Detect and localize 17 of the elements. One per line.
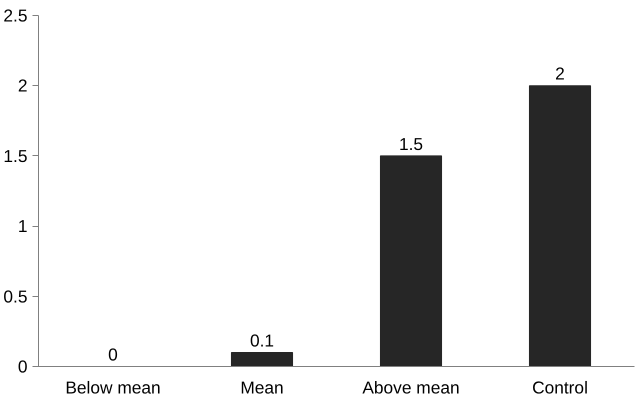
bar: [230, 352, 294, 366]
y-tick-label: 1.5: [3, 146, 28, 166]
bar: [380, 155, 442, 366]
y-tick-label: 0.5: [3, 286, 28, 306]
y-tick-label: 1: [18, 216, 28, 236]
data-label: 1.5: [398, 134, 424, 154]
bar: [528, 85, 592, 366]
y-tick-label: 2: [18, 76, 28, 96]
y-tick-label: 0: [18, 356, 28, 376]
x-tick-label: Control: [532, 378, 588, 398]
data-label: 0: [108, 344, 118, 364]
x-tick-label: Below mean: [65, 378, 161, 398]
x-tick-label: Mean: [240, 378, 284, 398]
data-label: 0.1: [250, 330, 274, 350]
data-label: 2: [555, 64, 565, 84]
y-tick-label: 2.5: [3, 6, 28, 26]
x-tick-label: Above mean: [362, 378, 460, 398]
